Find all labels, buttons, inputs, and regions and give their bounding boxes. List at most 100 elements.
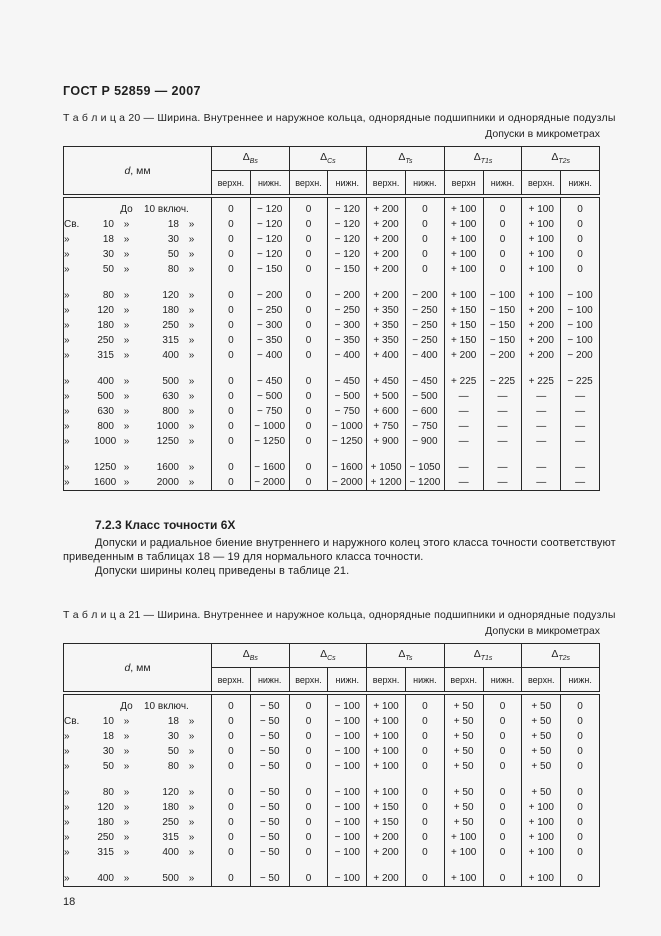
value-cell: − 50 <box>249 693 290 714</box>
d-part: 315 <box>97 847 114 858</box>
value-cell <box>521 860 562 871</box>
value-cell: — <box>521 419 562 434</box>
value-cell: 0 <box>211 693 251 714</box>
delta-symbol: Δ <box>473 648 481 661</box>
d-mm-header: d, мм <box>63 146 212 198</box>
value-cell: 0 <box>404 217 445 232</box>
d-part: » <box>188 320 195 331</box>
value-cell <box>327 277 368 288</box>
upper-deviation-header: верхн. <box>288 667 329 695</box>
value-cell: + 200 <box>366 262 406 277</box>
delta-subscript: Ts <box>405 655 413 663</box>
d-part: » <box>123 305 130 316</box>
value-cell: 0 <box>288 333 329 348</box>
value-cell: − 2000 <box>327 475 368 491</box>
d-range-cell <box>63 363 212 374</box>
value-cell: − 100 <box>327 729 368 744</box>
value-cell <box>327 774 368 785</box>
value-cell <box>560 449 600 460</box>
d-part: 180 <box>162 305 179 316</box>
d-range-cell: » 1000 » 1250 » <box>63 434 212 449</box>
value-cell: 0 <box>211 419 251 434</box>
value-cell: − 150 <box>482 333 523 348</box>
d-part: 50 <box>167 746 179 757</box>
value-cell: − 1250 <box>327 434 368 449</box>
d-part: » <box>188 873 195 884</box>
value-cell: − 120 <box>327 196 368 217</box>
d-part: 1000 <box>156 421 179 432</box>
d-part: 30 <box>167 731 179 742</box>
lower-deviation-header: нижн. <box>404 667 445 695</box>
value-cell: + 100 <box>521 830 562 845</box>
value-cell: − 100 <box>327 785 368 800</box>
table-row: » 315» 400» 0− 400 0− 400 + 400− 400 + 200− 20… <box>63 348 600 363</box>
table-row: » 50» 80» 0− 50 0− 100 + 100 0 + 50 0 + 50 0 <box>63 759 600 774</box>
d-part: 120 <box>97 305 114 316</box>
d-part: » <box>123 787 130 798</box>
value-cell: — <box>443 389 484 404</box>
value-cell: − 100 <box>560 288 600 303</box>
value-cell <box>288 860 329 871</box>
value-cell: 0 <box>211 800 251 815</box>
d-part: » <box>188 305 195 316</box>
value-cell: − 750 <box>404 419 445 434</box>
value-cell: + 100 <box>443 830 484 845</box>
d-range-cell <box>63 774 212 785</box>
d-part: » <box>64 847 70 858</box>
value-cell: 0 <box>404 830 445 845</box>
value-cell: − 100 <box>560 318 600 333</box>
value-cell: 0 <box>211 830 251 845</box>
d-part: » <box>188 249 195 260</box>
d-part: » <box>64 832 70 843</box>
d-range-cell: » 500 » 630 » <box>63 389 212 404</box>
section-heading: 7.2.3 Класс точности 6X <box>95 518 236 532</box>
value-cell: + 150 <box>366 815 406 830</box>
value-cell: − 50 <box>249 785 290 800</box>
value-cell: + 350 <box>366 303 406 318</box>
d-part: 18 <box>102 731 114 742</box>
d-range-cell: » 120 » 180 » <box>63 303 212 318</box>
value-cell: − 750 <box>249 404 290 419</box>
d-part: 400 <box>162 847 179 858</box>
lower-deviation-header: нижн. <box>560 667 600 695</box>
value-cell: — <box>560 404 600 419</box>
table21-units-note: Допуски в микрометрах <box>485 625 600 637</box>
d-part: 315 <box>97 350 114 361</box>
delta-ts-header: ΔTs <box>366 146 445 171</box>
d-part: 1600 <box>94 477 117 488</box>
value-cell: — <box>482 404 523 419</box>
value-cell: + 100 <box>443 217 484 232</box>
value-cell: 0 <box>482 262 523 277</box>
value-cell <box>443 860 484 871</box>
d-range-cell: Св. 10 » 18 » <box>63 714 212 729</box>
d-part: 800 <box>97 421 114 432</box>
value-cell: — <box>560 460 600 475</box>
d-part: 500 <box>162 376 179 387</box>
value-cell: 0 <box>560 785 600 800</box>
d-part: » <box>123 832 130 843</box>
d-part: » <box>123 436 130 447</box>
value-cell: 0 <box>482 845 523 860</box>
value-cell: − 200 <box>249 288 290 303</box>
d-part: » <box>64 391 70 402</box>
d-part: » <box>64 436 70 447</box>
value-cell: 0 <box>560 693 600 714</box>
value-cell: − 1000 <box>327 419 368 434</box>
value-cell: 0 <box>404 247 445 262</box>
lower-deviation-header: нижн. <box>404 170 445 198</box>
value-cell <box>211 277 251 288</box>
value-cell <box>404 449 445 460</box>
value-cell: + 100 <box>443 196 484 217</box>
value-cell: 0 <box>288 830 329 845</box>
delta-t2s-header: ΔT2s <box>521 643 600 668</box>
value-cell: 0 <box>211 785 251 800</box>
value-cell: + 200 <box>521 303 562 318</box>
value-cell: 0 <box>288 729 329 744</box>
d-part: » <box>188 290 195 301</box>
value-cell: + 200 <box>521 318 562 333</box>
d-part: » <box>188 817 195 828</box>
value-cell: − 100 <box>327 871 368 887</box>
d-part: » <box>123 376 130 387</box>
d-part: » <box>188 350 195 361</box>
d-part: 18 <box>102 234 114 245</box>
